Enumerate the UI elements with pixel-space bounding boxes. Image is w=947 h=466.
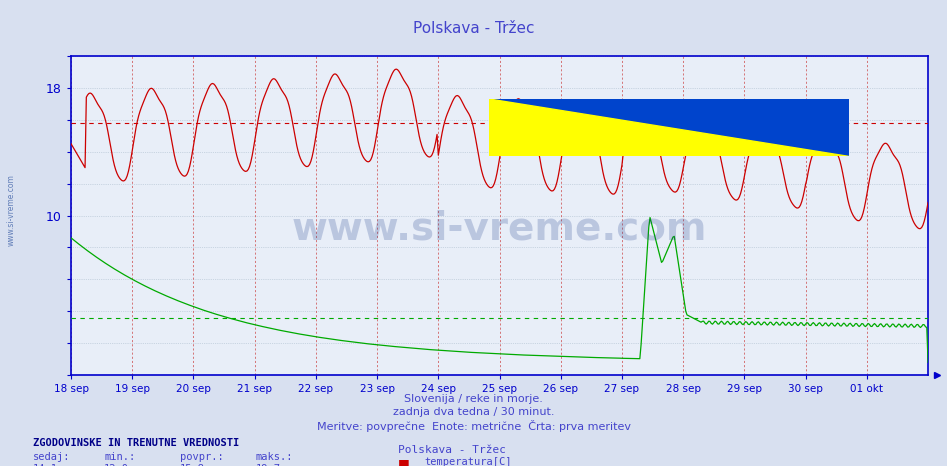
Text: www.si-vreme.com: www.si-vreme.com [7,174,16,246]
Text: povpr.:: povpr.: [180,452,223,462]
Polygon shape [490,99,849,157]
Text: 15,8: 15,8 [180,464,205,466]
Text: Slovenija / reke in morje.: Slovenija / reke in morje. [404,394,543,404]
Text: 19,7: 19,7 [256,464,280,466]
Polygon shape [490,99,849,157]
Text: sedaj:: sedaj: [33,452,71,462]
Text: zadnja dva tedna / 30 minut.: zadnja dva tedna / 30 minut. [393,407,554,417]
Text: Polskava - Tržec: Polskava - Tržec [398,445,506,455]
Polygon shape [490,99,849,157]
Text: maks.:: maks.: [256,452,294,462]
Text: www.si-vreme.com: www.si-vreme.com [292,209,707,247]
Text: Polskava - Tržec: Polskava - Tržec [413,21,534,36]
Text: 12,0: 12,0 [104,464,129,466]
Text: temperatura[C]: temperatura[C] [424,457,511,466]
Text: ZGODOVINSKE IN TRENUTNE VREDNOSTI: ZGODOVINSKE IN TRENUTNE VREDNOSTI [33,438,240,448]
Text: 14,1: 14,1 [33,464,58,466]
Text: Meritve: povprečne  Enote: metrične  Črta: prva meritev: Meritve: povprečne Enote: metrične Črta:… [316,420,631,432]
Polygon shape [490,99,849,157]
Text: min.:: min.: [104,452,135,462]
Text: ■: ■ [398,457,409,466]
